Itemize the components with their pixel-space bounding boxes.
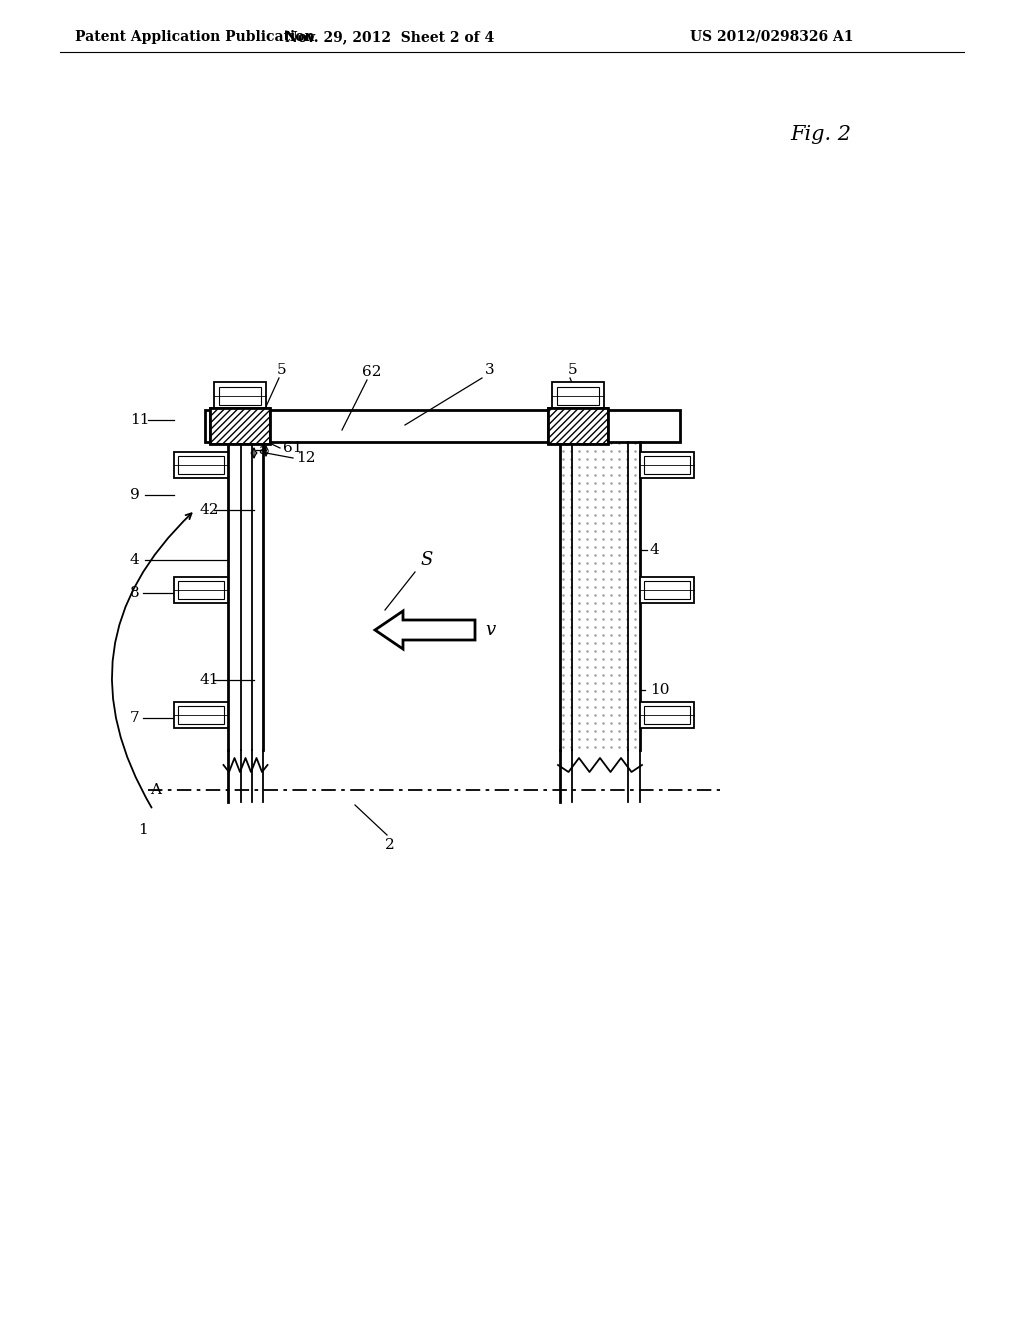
Bar [644,455,690,474]
Text: 62: 62 [362,366,382,379]
Bar [174,702,228,729]
Bar [557,387,599,405]
Bar [214,381,266,411]
Text: 5: 5 [278,363,287,378]
Text: 8: 8 [130,586,139,601]
Text: 4: 4 [130,553,139,568]
Text: 61: 61 [283,441,302,455]
Text: 9: 9 [130,488,139,502]
Text: 7: 7 [130,711,139,725]
Text: Patent Application Publication: Patent Application Publication [75,30,314,44]
Text: S: S [420,550,432,569]
Text: A: A [150,783,161,797]
Text: 41: 41 [200,673,219,686]
Text: 11: 11 [130,413,150,426]
Text: 10: 10 [650,682,670,697]
Bar [210,408,270,444]
Text: 3: 3 [485,363,495,378]
Text: a: a [258,444,267,457]
Bar [178,455,224,474]
Bar [640,451,694,478]
Bar [219,387,261,405]
Text: 2: 2 [385,838,394,851]
Bar [644,706,690,723]
Text: 1: 1 [138,822,147,837]
Bar [640,577,694,603]
Text: 42: 42 [200,503,219,517]
Bar [548,408,608,444]
Text: US 2012/0298326 A1: US 2012/0298326 A1 [690,30,853,44]
Bar [205,411,680,442]
Bar [210,408,270,444]
Text: 12: 12 [296,451,315,465]
Text: 5: 5 [568,363,578,378]
Bar [548,408,608,444]
Bar [174,577,228,603]
Text: v: v [485,620,496,639]
Text: Nov. 29, 2012  Sheet 2 of 4: Nov. 29, 2012 Sheet 2 of 4 [286,30,495,44]
Text: 4: 4 [650,543,659,557]
Bar [174,451,228,478]
Bar [205,411,680,442]
Bar [552,381,604,411]
Bar [644,581,690,599]
Bar [640,702,694,729]
Text: Fig. 2: Fig. 2 [790,125,851,144]
FancyArrow shape [375,611,475,649]
Bar [178,581,224,599]
Bar [178,706,224,723]
